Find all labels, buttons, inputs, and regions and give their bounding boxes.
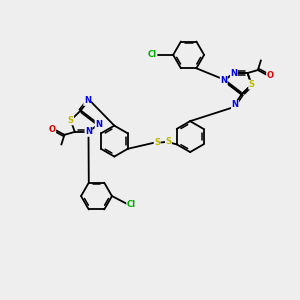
Text: N: N [220,76,227,85]
Text: O: O [49,125,56,134]
Text: S: S [165,137,171,146]
Text: N: N [95,120,102,129]
Text: N: N [230,68,237,77]
Text: N: N [232,100,238,109]
Text: N: N [84,97,91,106]
Text: N: N [85,128,92,136]
Text: O: O [267,70,274,80]
Text: S: S [154,138,160,147]
Text: S: S [68,116,74,125]
Text: Cl: Cl [148,50,157,59]
Text: Cl: Cl [127,200,136,208]
Text: S: S [249,80,255,89]
